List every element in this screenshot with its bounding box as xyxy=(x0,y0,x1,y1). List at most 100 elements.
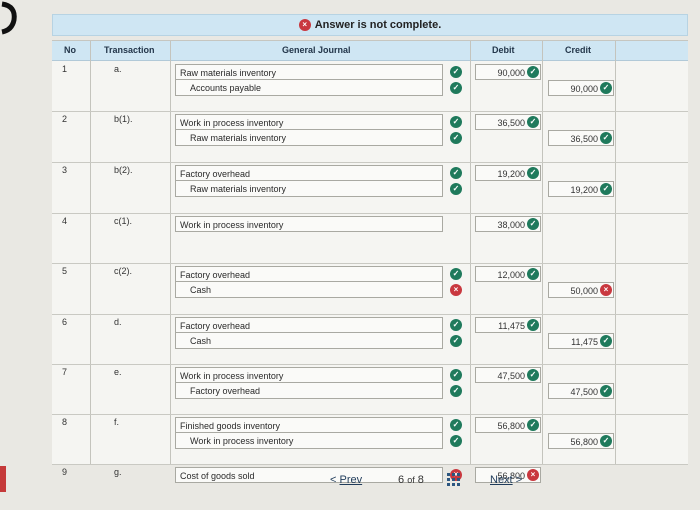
check-icon: ✓ xyxy=(450,116,462,128)
transaction-ref: g. xyxy=(114,467,122,477)
header-transaction: Transaction xyxy=(104,45,155,55)
check-icon: ✓ xyxy=(527,167,539,179)
credit-amount: 47,500 xyxy=(570,387,598,397)
table-header: No Transaction General Journal Debit Cre… xyxy=(52,41,688,61)
prev-button[interactable]: < Prev xyxy=(330,474,363,486)
debit-amount-field[interactable]: 36,500 ✓ xyxy=(475,114,541,130)
check-icon: ✓ xyxy=(600,435,612,447)
error-icon: × xyxy=(450,284,462,296)
debit-amount: 47,500 xyxy=(497,371,525,381)
debit-amount-field[interactable]: 56,800 × xyxy=(475,467,541,483)
debit-amount-field[interactable]: 90,000 ✓ xyxy=(475,64,541,80)
check-icon: ✓ xyxy=(450,435,462,447)
credit-amount-field[interactable]: 47,500 ✓ xyxy=(548,383,614,399)
check-icon: ✓ xyxy=(600,82,612,94)
check-icon: ✓ xyxy=(527,369,539,381)
next-button[interactable]: Next > xyxy=(490,474,523,486)
check-icon: ✓ xyxy=(450,82,462,94)
credit-amount: 90,000 xyxy=(570,84,598,94)
row-number: 1 xyxy=(62,64,68,74)
credit-account-field[interactable]: Work in process inventory xyxy=(175,433,443,449)
credit-amount-field[interactable]: 36,500 ✓ xyxy=(548,130,614,146)
error-icon: × xyxy=(527,469,539,481)
check-icon: ✓ xyxy=(450,132,462,144)
row-number: 8 xyxy=(62,417,68,427)
status-banner: × Answer is not complete. xyxy=(52,14,688,36)
row-number: 7 xyxy=(62,367,68,377)
debit-account-field[interactable]: Finished goods inventory xyxy=(175,417,443,433)
debit-account-field[interactable]: Work in process inventory xyxy=(175,114,443,130)
debit-amount-field[interactable]: 38,000 ✓ xyxy=(475,216,541,232)
header-credit: Credit xyxy=(565,45,592,55)
credit-amount-field[interactable]: 56,800 ✓ xyxy=(548,433,614,449)
credit-amount: 50,000 xyxy=(570,286,598,296)
debit-amount: 19,200 xyxy=(497,169,525,179)
transaction-ref: c(1). xyxy=(114,216,132,226)
transaction-ref: c(2). xyxy=(114,266,132,276)
status-banner-text: Answer is not complete. xyxy=(314,19,442,31)
debit-amount-field[interactable]: 12,000 ✓ xyxy=(475,266,541,282)
side-marker xyxy=(0,466,6,492)
credit-account-field[interactable]: Factory overhead xyxy=(175,383,443,399)
credit-account-field[interactable]: Accounts payable xyxy=(175,80,443,96)
debit-account-field[interactable]: Raw materials inventory xyxy=(175,64,443,80)
grid-view-icon[interactable] xyxy=(447,473,461,487)
credit-account-field[interactable]: Raw materials inventory xyxy=(175,181,443,197)
row-number: 6 xyxy=(62,317,68,327)
debit-account-field[interactable]: Work in process inventory xyxy=(175,216,443,232)
debit-account-field[interactable]: Factory overhead xyxy=(175,317,443,333)
transaction-ref: d. xyxy=(114,317,122,327)
page-indicator: 6 of 8 xyxy=(398,474,424,486)
transaction-ref: b(1). xyxy=(114,114,133,124)
transaction-ref: b(2). xyxy=(114,165,133,175)
credit-amount-field[interactable]: 90,000 ✓ xyxy=(548,80,614,96)
check-icon: ✓ xyxy=(450,419,462,431)
credit-amount: 11,475 xyxy=(571,337,598,347)
check-icon: ✓ xyxy=(450,369,462,381)
debit-amount: 11,475 xyxy=(498,321,525,331)
check-icon: ✓ xyxy=(600,183,612,195)
row-number: 4 xyxy=(62,216,68,226)
debit-amount-field[interactable]: 11,475 ✓ xyxy=(475,317,541,333)
transaction-ref: a. xyxy=(114,64,122,74)
debit-account-field[interactable]: Factory overhead xyxy=(175,165,443,181)
header-debit: Debit xyxy=(492,45,515,55)
debit-account-field[interactable]: Factory overhead xyxy=(175,266,443,282)
debit-amount: 90,000 xyxy=(497,68,525,78)
check-icon: ✓ xyxy=(527,66,539,78)
row-number: 9 xyxy=(62,467,68,477)
debit-amount: 56,800 xyxy=(497,421,525,431)
credit-amount-field[interactable]: 50,000 × xyxy=(548,282,614,298)
check-icon: ✓ xyxy=(527,319,539,331)
debit-amount-field[interactable]: 47,500 ✓ xyxy=(475,367,541,383)
row-number: 2 xyxy=(62,114,68,124)
header-no: No xyxy=(64,45,76,55)
check-icon: ✓ xyxy=(600,132,612,144)
debit-account-field[interactable]: Work in process inventory xyxy=(175,367,443,383)
debit-amount-field[interactable]: 19,200 ✓ xyxy=(475,165,541,181)
credit-account-field[interactable]: Raw materials inventory xyxy=(175,130,443,146)
check-icon: ✓ xyxy=(450,183,462,195)
check-icon: ✓ xyxy=(450,167,462,179)
check-icon: ✓ xyxy=(527,268,539,280)
credit-amount: 56,800 xyxy=(570,437,598,447)
credit-amount: 19,200 xyxy=(570,185,598,195)
credit-account-field[interactable]: Cash xyxy=(175,333,443,349)
check-icon: ✓ xyxy=(450,319,462,331)
check-icon: ✓ xyxy=(450,335,462,347)
credit-amount-field[interactable]: 19,200 ✓ xyxy=(548,181,614,197)
credit-account-field[interactable]: Cash xyxy=(175,282,443,298)
debit-account-field[interactable]: Cost of goods sold xyxy=(175,467,443,483)
journal-table: No Transaction General Journal Debit Cre… xyxy=(52,40,688,483)
chevron-right-icon: > xyxy=(515,474,523,486)
check-icon: ✓ xyxy=(600,335,612,347)
credit-amount: 36,500 xyxy=(570,134,598,144)
error-icon: × xyxy=(600,284,612,296)
credit-amount-field[interactable]: 11,475 ✓ xyxy=(548,333,614,349)
check-icon: ✓ xyxy=(450,385,462,397)
debit-amount-field[interactable]: 56,800 ✓ xyxy=(475,417,541,433)
transaction-ref: f. xyxy=(114,417,120,427)
partial-logo-icon xyxy=(1,1,17,35)
debit-amount: 12,000 xyxy=(497,270,525,280)
